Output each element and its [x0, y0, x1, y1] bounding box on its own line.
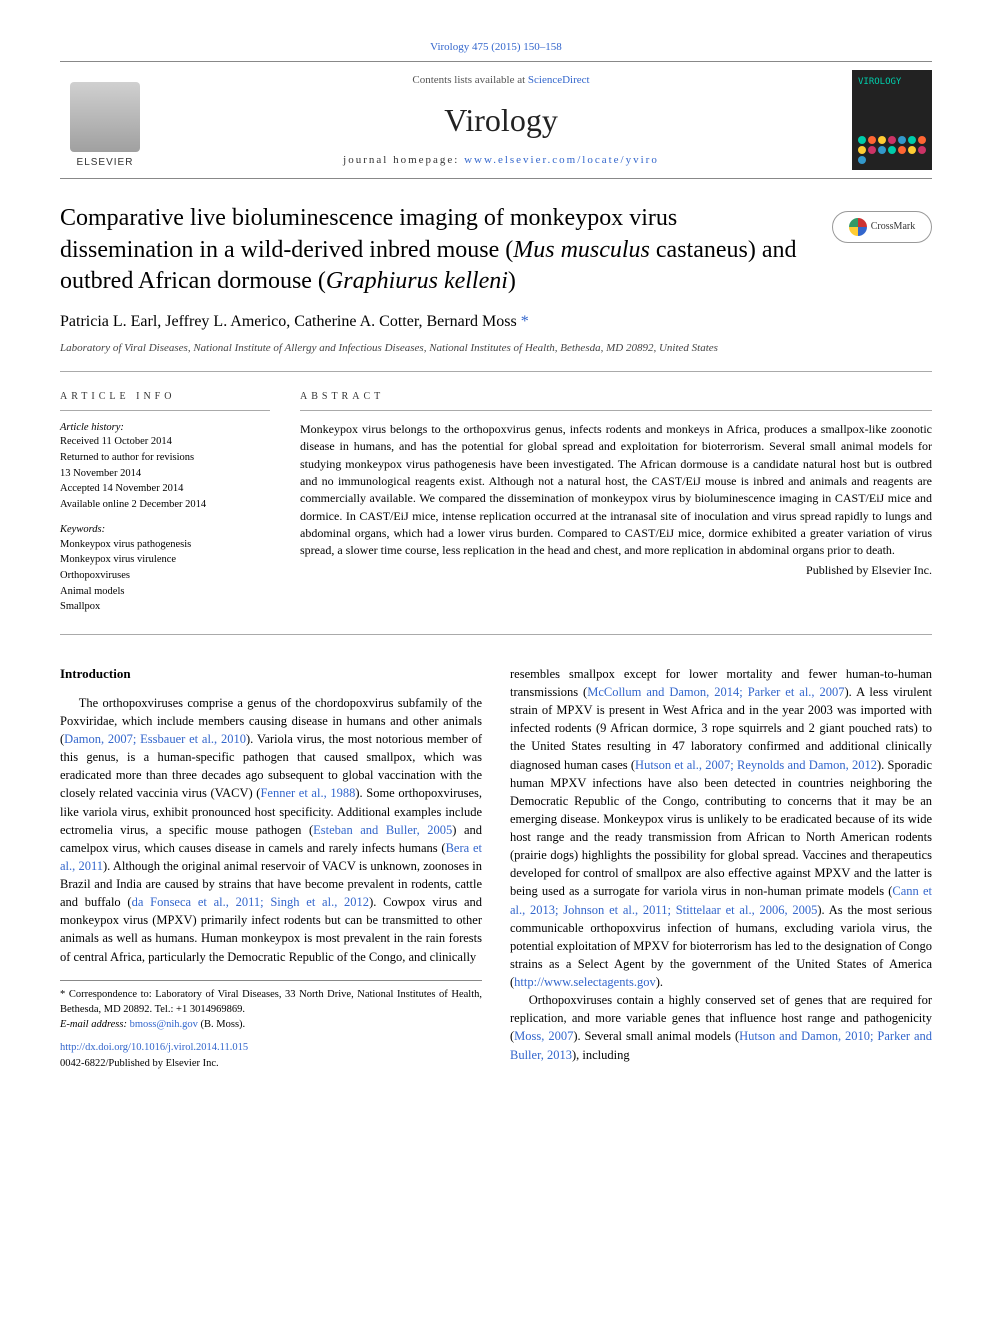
- abstract: ABSTRACT Monkeypox virus belongs to the …: [300, 390, 932, 616]
- cover-dot: [888, 136, 896, 144]
- cover-dot: [858, 156, 866, 164]
- email-link[interactable]: bmoss@nih.gov: [130, 1019, 198, 1030]
- cover-dot: [888, 146, 896, 154]
- email-suffix: (B. Moss).: [198, 1019, 245, 1030]
- cover-dot: [858, 136, 866, 144]
- keyword: Smallpox: [60, 600, 270, 615]
- p2-text: ). Sporadic human MPXV infections have a…: [510, 758, 932, 899]
- history-item: Accepted 14 November 2014: [60, 482, 270, 497]
- journal-homepage: journal homepage: www.elsevier.com/locat…: [150, 153, 852, 168]
- crossmark-badge[interactable]: CrossMark: [832, 211, 932, 243]
- crossmark-label: CrossMark: [871, 220, 915, 234]
- history-item: Received 11 October 2014: [60, 435, 270, 450]
- cover-dot: [898, 136, 906, 144]
- intro-p1: The orthopoxviruses comprise a genus of …: [60, 694, 482, 966]
- journal-cover-thumbnail: VIROLOGY: [852, 70, 932, 170]
- article-title: Comparative live bioluminescence imaging…: [60, 203, 812, 297]
- cover-dot: [908, 136, 916, 144]
- email-label: E-mail address:: [60, 1019, 130, 1030]
- author-list: Patricia L. Earl, Jeffrey L. Americo, Ca…: [60, 313, 517, 330]
- contents-prefix: Contents lists available at: [412, 74, 527, 86]
- homepage-link[interactable]: www.elsevier.com/locate/yviro: [464, 154, 659, 166]
- p3-text: ). Several small animal models (: [573, 1029, 739, 1043]
- journal-name: Virology: [150, 98, 852, 143]
- cover-dot: [908, 146, 916, 154]
- keywords-label: Keywords:: [60, 523, 270, 538]
- ref-link[interactable]: McCollum and Damon, 2014; Parker et al.,…: [587, 685, 844, 699]
- journal-header: ELSEVIER Contents lists available at Sci…: [60, 70, 932, 179]
- elsevier-logo: ELSEVIER: [60, 70, 150, 170]
- title-italic2: Graphiurus kelleni: [326, 268, 508, 294]
- article-info-heading: ARTICLE INFO: [60, 390, 270, 411]
- abstract-text: Monkeypox virus belongs to the orthopoxv…: [300, 421, 932, 560]
- ref-link[interactable]: Hutson et al., 2007; Reynolds and Damon,…: [635, 758, 877, 772]
- cover-dot: [858, 146, 866, 154]
- keyword: Monkeypox virus virulence: [60, 553, 270, 568]
- ref-link[interactable]: Moss, 2007: [514, 1029, 573, 1043]
- cover-dot: [898, 146, 906, 154]
- header-center: Contents lists available at ScienceDirec…: [150, 73, 852, 169]
- abstract-heading: ABSTRACT: [300, 390, 932, 411]
- correspondence-note: * Correspondence to: Laboratory of Viral…: [60, 987, 482, 1017]
- history-label: Article history:: [60, 421, 270, 436]
- title-row: Comparative live bioluminescence imaging…: [60, 203, 932, 311]
- elsevier-label: ELSEVIER: [77, 156, 134, 170]
- intro-p2: resembles smallpox except for lower mort…: [510, 665, 932, 991]
- cover-dots-icon: [858, 136, 926, 164]
- crossmark-icon: [849, 218, 867, 236]
- keyword: Monkeypox virus pathogenesis: [60, 538, 270, 553]
- elsevier-tree-icon: [70, 82, 140, 152]
- publisher-line: Published by Elsevier Inc.: [300, 562, 932, 579]
- issn-line: 0042-6822/Published by Elsevier Inc.: [60, 1056, 482, 1071]
- history-item: 13 November 2014: [60, 467, 270, 482]
- cover-title: VIROLOGY: [858, 76, 926, 89]
- ref-link[interactable]: Damon, 2007; Essbauer et al., 2010: [64, 732, 246, 746]
- cover-dot: [868, 136, 876, 144]
- p3-text: ), including: [572, 1048, 630, 1062]
- cover-dot: [878, 146, 886, 154]
- cover-dot: [918, 136, 926, 144]
- journal-citation: Virology 475 (2015) 150–158: [60, 40, 932, 62]
- title-italic1: Mus musculus: [513, 237, 650, 263]
- cover-dot: [918, 146, 926, 154]
- doi-block: http://dx.doi.org/10.1016/j.virol.2014.1…: [60, 1040, 482, 1070]
- body-text: Introduction The orthopoxviruses compris…: [60, 665, 932, 1071]
- title-part3: ): [508, 268, 516, 294]
- keyword: Orthopoxviruses: [60, 569, 270, 584]
- footnote: * Correspondence to: Laboratory of Viral…: [60, 980, 482, 1033]
- ref-link[interactable]: da Fonseca et al., 2011; Singh et al., 2…: [132, 895, 369, 909]
- intro-heading: Introduction: [60, 665, 482, 684]
- history-item: Returned to author for revisions: [60, 451, 270, 466]
- corresponding-marker: *: [517, 313, 529, 330]
- info-abstract-row: ARTICLE INFO Article history: Received 1…: [60, 390, 932, 635]
- history-item: Available online 2 December 2014: [60, 498, 270, 513]
- sciencedirect-link[interactable]: ScienceDirect: [528, 74, 590, 86]
- homepage-prefix: journal homepage:: [343, 154, 464, 166]
- ref-link[interactable]: http://www.selectagents.gov: [514, 975, 656, 989]
- authors: Patricia L. Earl, Jeffrey L. Americo, Ca…: [60, 311, 932, 333]
- email-line: E-mail address: bmoss@nih.gov (B. Moss).: [60, 1017, 482, 1032]
- cover-dot: [878, 136, 886, 144]
- contents-available: Contents lists available at ScienceDirec…: [150, 73, 852, 88]
- doi-link[interactable]: http://dx.doi.org/10.1016/j.virol.2014.1…: [60, 1042, 248, 1053]
- affiliation: Laboratory of Viral Diseases, National I…: [60, 341, 932, 371]
- article-info: ARTICLE INFO Article history: Received 1…: [60, 390, 270, 616]
- cover-dot: [868, 146, 876, 154]
- ref-link[interactable]: Esteban and Buller, 2005: [313, 823, 452, 837]
- ref-link[interactable]: Fenner et al., 1988: [260, 786, 355, 800]
- p2-text: ).: [656, 975, 663, 989]
- intro-p3: Orthopoxviruses contain a highly conserv…: [510, 991, 932, 1064]
- keyword: Animal models: [60, 585, 270, 600]
